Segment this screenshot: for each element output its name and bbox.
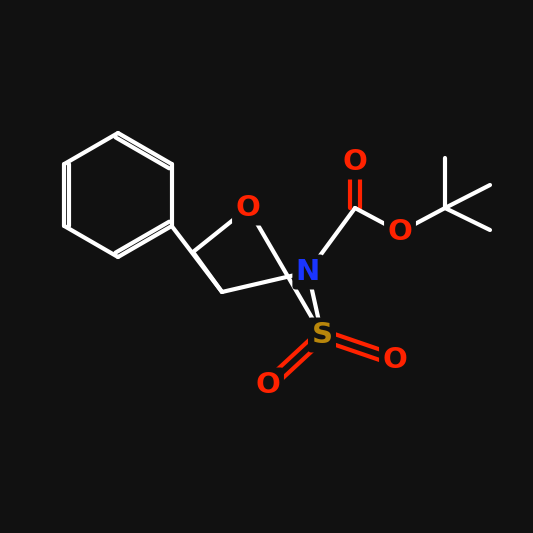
Text: O: O: [255, 371, 280, 399]
Text: O: O: [383, 346, 407, 374]
Text: O: O: [343, 148, 367, 176]
Text: O: O: [387, 218, 413, 246]
Text: N: N: [296, 258, 320, 286]
Text: O: O: [236, 194, 261, 222]
Text: S: S: [311, 321, 333, 349]
